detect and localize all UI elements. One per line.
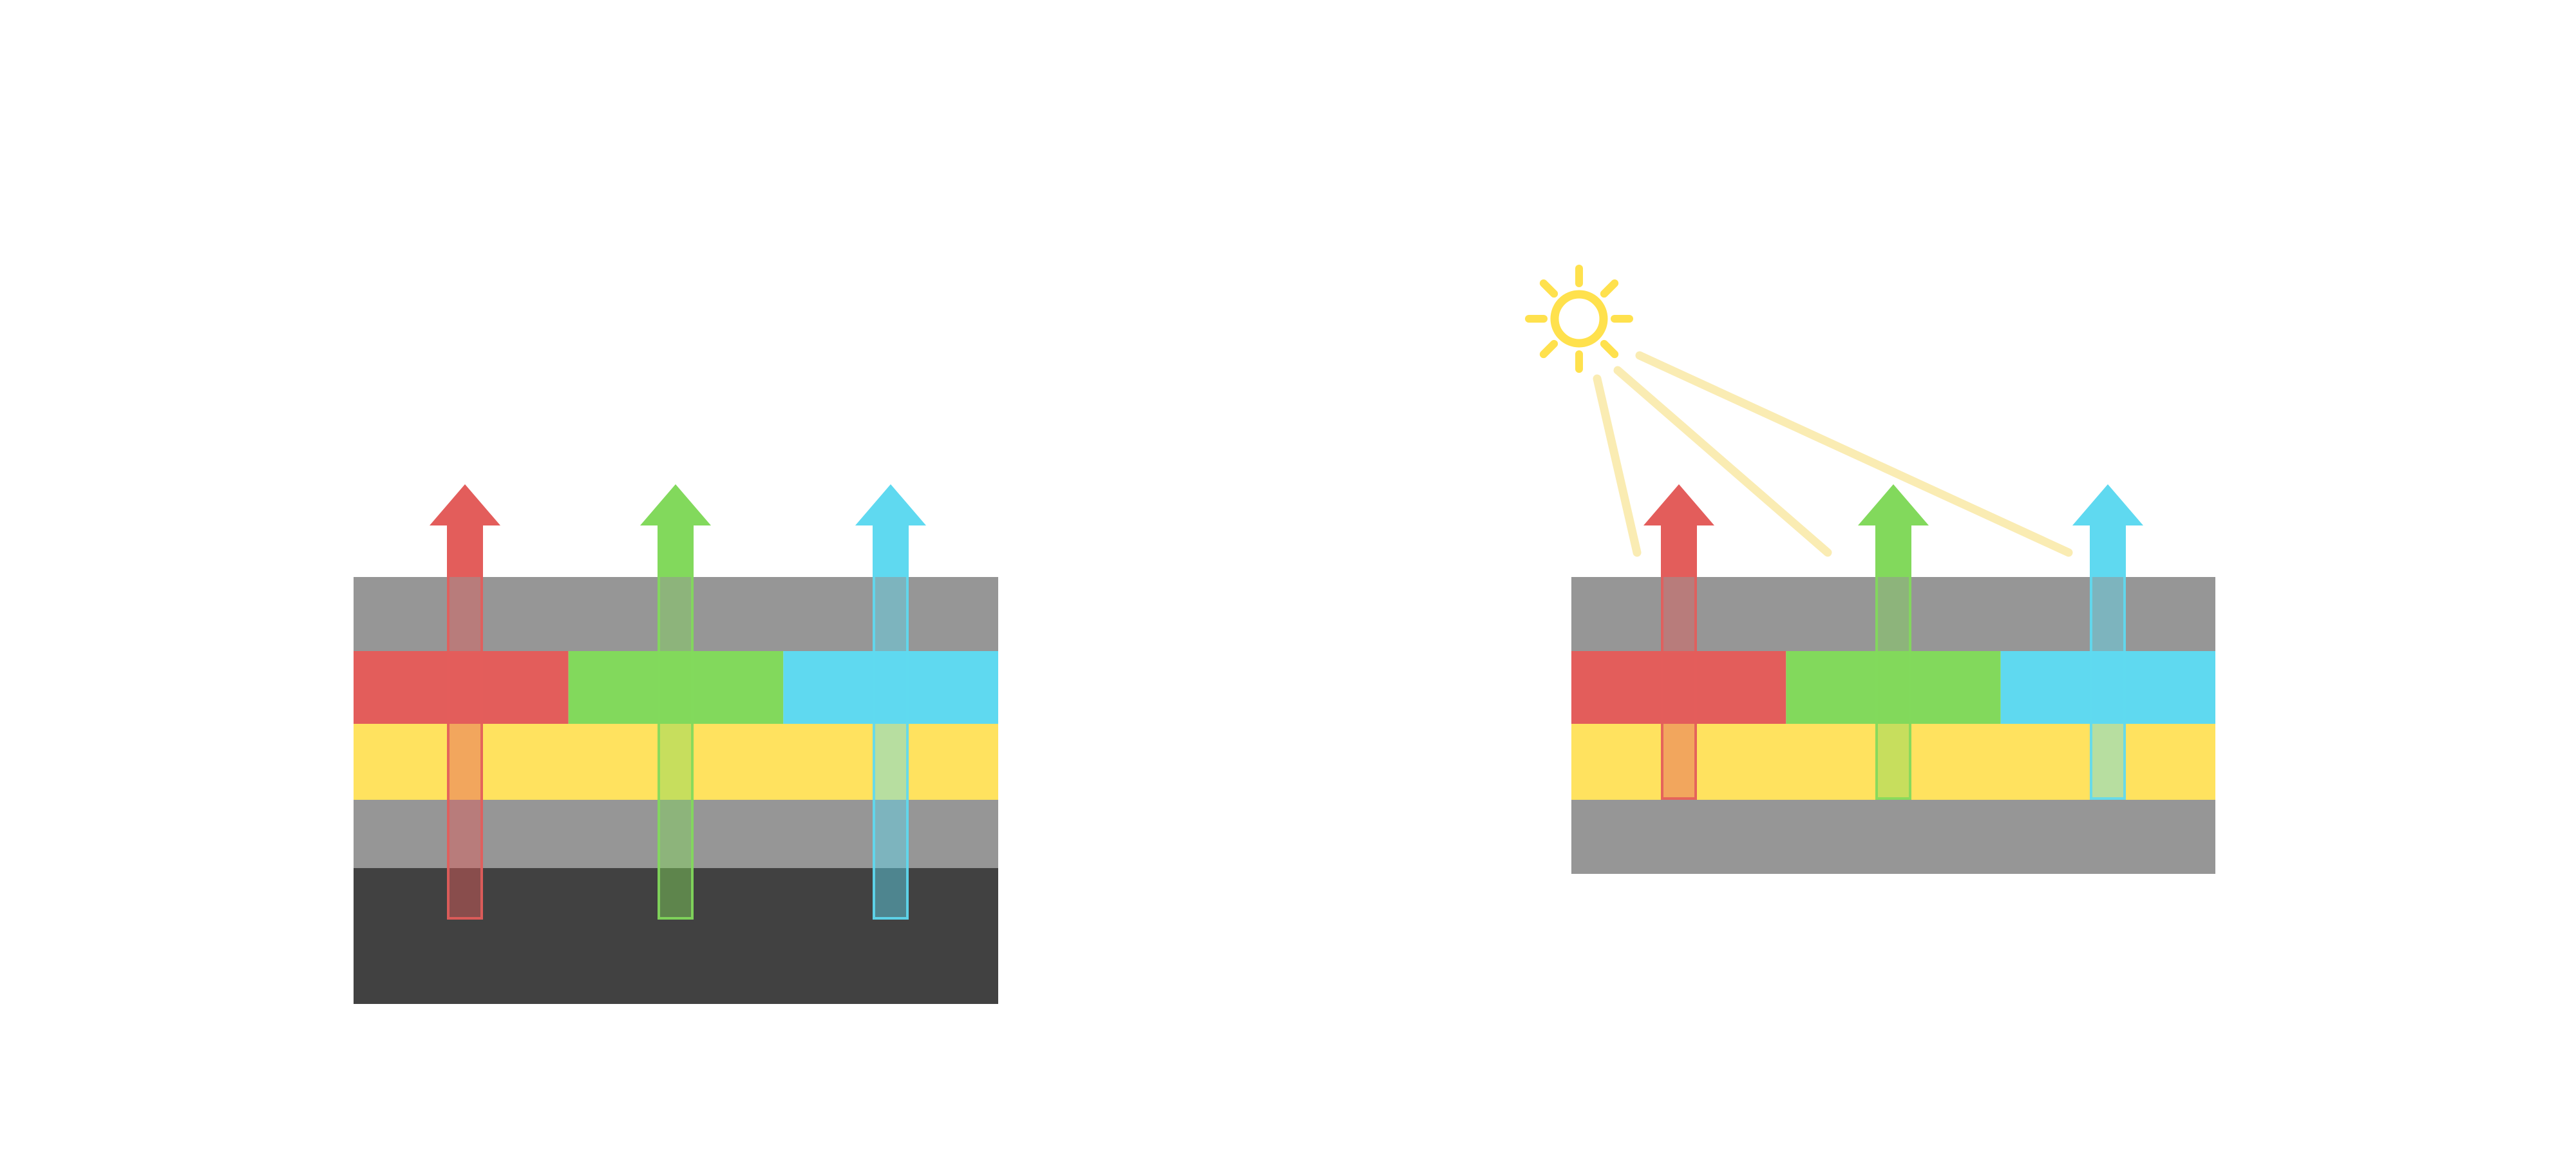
blue-subpixel <box>783 651 998 724</box>
backlit-display-stack <box>354 484 998 1004</box>
red-light-arrow-head <box>1643 484 1714 577</box>
green-light-arrow <box>640 484 711 920</box>
sun-ray <box>1600 279 1619 298</box>
blue-light-arrow <box>855 484 926 920</box>
blue-subpixel <box>2000 651 2215 724</box>
sun-beam <box>1635 351 2073 557</box>
green-subpixel <box>1786 651 2001 724</box>
light-layer <box>354 724 998 800</box>
sun-ray <box>1539 279 1558 298</box>
blue-light-arrow-band-border <box>873 577 909 920</box>
red-subpixel <box>354 651 569 724</box>
green-subpixel <box>568 651 784 724</box>
red-light-arrow <box>1643 484 1714 800</box>
reflective-display-stack <box>1525 265 2215 874</box>
sun-icon <box>1525 265 1633 373</box>
blue-light-arrow-head <box>2072 484 2143 577</box>
blue-light-arrow-band-border <box>2090 577 2126 800</box>
sun-ray <box>1600 339 1619 359</box>
green-light-arrow-band <box>1875 577 1911 800</box>
green-light-arrow <box>1858 484 1929 800</box>
red-light-arrow <box>430 484 500 920</box>
green-light-arrow-band-border <box>658 577 694 920</box>
blue-light-arrow <box>2072 484 2143 800</box>
blue-light-arrow-band <box>873 577 909 920</box>
sun-ray <box>1539 339 1558 359</box>
red-light-arrow-band <box>447 577 483 920</box>
blue-light-arrow-band <box>2090 577 2126 800</box>
backlight-layer <box>354 868 998 1004</box>
red-light-arrow-band <box>1661 577 1697 800</box>
blue-light-arrow-head <box>855 484 926 577</box>
sun-circle <box>1550 290 1608 348</box>
green-light-arrow-head <box>640 484 711 577</box>
rear-glass-layer <box>354 800 998 868</box>
green-light-arrow-head <box>1858 484 1929 577</box>
red-light-arrow-band-border <box>447 577 483 920</box>
front-glass-layer <box>1571 577 2215 651</box>
red-light-arrow-band-border <box>1661 577 1697 800</box>
sun-beam <box>1593 374 1642 557</box>
red-light-arrow-head <box>430 484 500 577</box>
green-light-arrow-band <box>658 577 694 920</box>
red-subpixel <box>1571 651 1786 724</box>
front-glass-layer <box>354 577 998 651</box>
rear-glass-layer <box>1571 800 2215 874</box>
sun-beam <box>1613 366 1832 557</box>
green-light-arrow-band-border <box>1875 577 1911 800</box>
reflective-layer <box>1571 724 2215 800</box>
